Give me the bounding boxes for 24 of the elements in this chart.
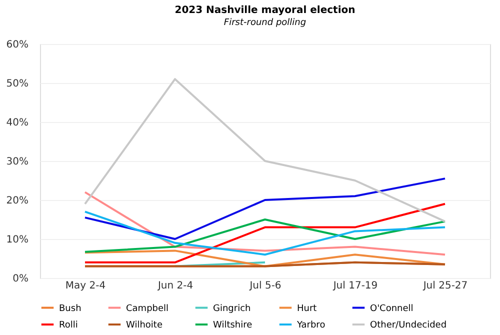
legend-label: Yarbro bbox=[296, 320, 326, 330]
legend-label: Gingrich bbox=[213, 304, 251, 314]
legend-label: Wiltshire bbox=[213, 320, 253, 330]
y-tick-label: 40% bbox=[6, 118, 28, 128]
x-tick-label: May 2-4 bbox=[65, 280, 106, 292]
x-tick-label: Jul 5-6 bbox=[248, 280, 282, 292]
x-tick-label: Jul 17-19 bbox=[332, 280, 378, 292]
legend-label: Wilhoite bbox=[126, 320, 163, 330]
y-tick-label: 20% bbox=[6, 196, 28, 206]
y-tick-label: 50% bbox=[6, 78, 28, 90]
legend-label: Campbell bbox=[126, 304, 169, 314]
y-tick-label: 0% bbox=[12, 274, 28, 284]
legend-label: O'Connell bbox=[370, 304, 414, 314]
chart-title: 2023 Nashville mayoral election bbox=[174, 5, 356, 16]
legend-label: Hurt bbox=[297, 304, 318, 314]
x-tick-label: Jun 2-4 bbox=[156, 280, 194, 292]
legend-label: Other/Undecided bbox=[370, 320, 447, 330]
y-tick-label: 10% bbox=[6, 234, 28, 246]
x-tick-label: Jul 25-27 bbox=[422, 280, 468, 292]
y-tick-label: 30% bbox=[6, 156, 28, 168]
y-tick-label: 60% bbox=[6, 40, 28, 50]
chart-subtitle: First-round polling bbox=[224, 18, 306, 28]
legend-label: Rolli bbox=[59, 320, 78, 330]
legend-label: Bush bbox=[59, 304, 82, 314]
